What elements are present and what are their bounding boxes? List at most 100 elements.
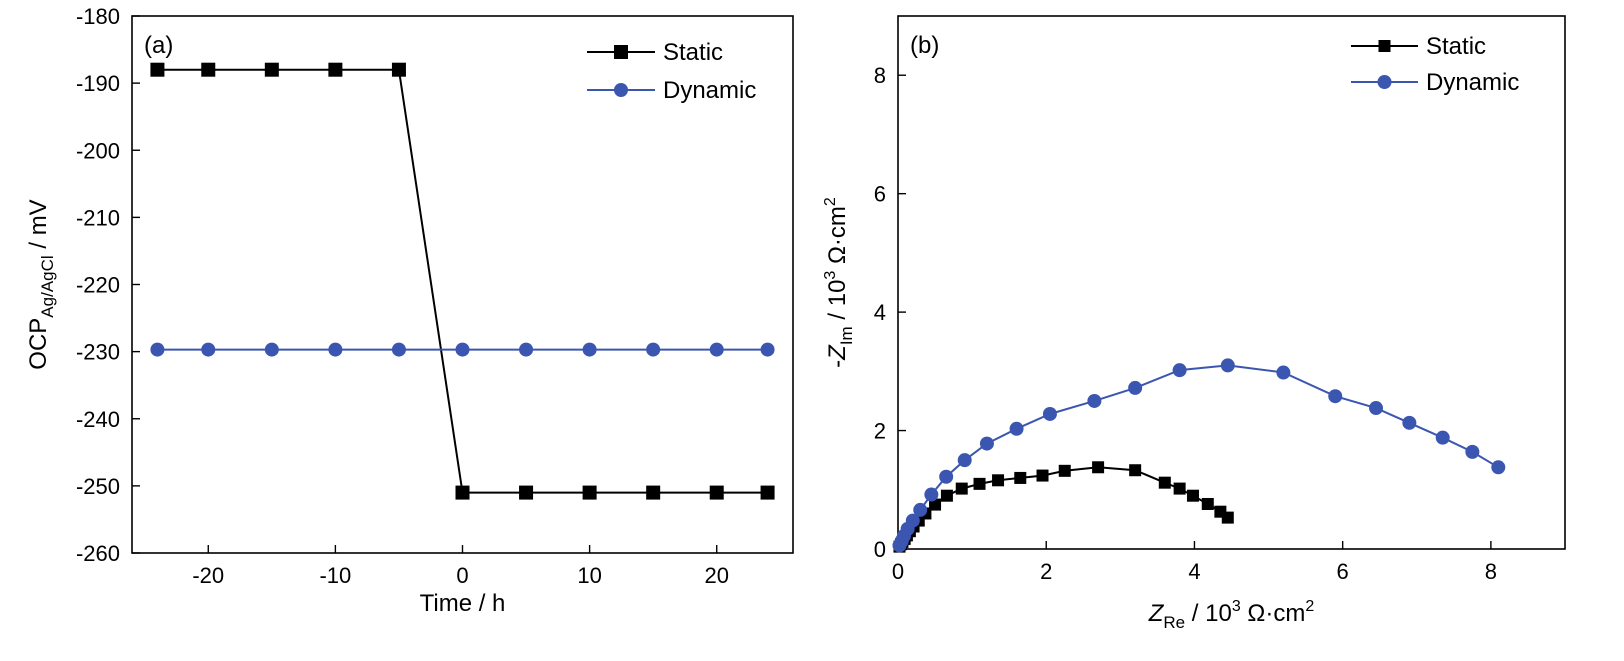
data-point	[646, 485, 661, 500]
data-point	[1491, 460, 1506, 475]
data-point	[1009, 421, 1024, 436]
y-tick-label: 2	[874, 419, 886, 444]
data-point	[929, 498, 942, 511]
data-point	[1092, 461, 1105, 474]
panel-a-ocp-chart: -20 -10 0 10 20 -260 -250 -240 -230 -220 -210 -200 -…	[25, 4, 794, 617]
data-point	[1036, 469, 1049, 482]
data-point	[646, 342, 661, 357]
legend-entry-static: Static	[663, 39, 723, 66]
data-point	[264, 342, 279, 357]
data-point	[150, 342, 165, 357]
y-axis-label: -ZIm / 103 Ω·cm2	[822, 197, 856, 368]
data-point	[1220, 358, 1235, 373]
panel-label: (b)	[910, 32, 939, 59]
series-line-static	[157, 68, 768, 494]
data-point	[760, 485, 775, 500]
legend-marker	[614, 45, 628, 59]
legend-marker	[1378, 40, 1391, 52]
legend-entry-static: Static	[1426, 33, 1486, 60]
data-point	[1058, 464, 1071, 477]
x-tick-label: 10	[577, 563, 601, 588]
data-point	[924, 487, 939, 502]
data-point	[328, 342, 343, 357]
data-point	[455, 485, 470, 500]
y-tick-label: -210	[76, 205, 120, 230]
y-tick-label: -220	[76, 273, 120, 298]
data-point	[391, 342, 406, 357]
series-static	[150, 62, 775, 500]
data-point	[1221, 511, 1234, 524]
data-point	[1186, 489, 1199, 502]
y-tick-label: -260	[76, 541, 120, 566]
data-point	[1369, 401, 1384, 416]
y-tick-label: 6	[874, 182, 886, 207]
data-point	[1128, 380, 1143, 395]
data-point	[264, 62, 279, 77]
legend-marker	[614, 83, 628, 97]
data-point	[201, 342, 216, 357]
x-tick-label: 4	[1188, 559, 1200, 584]
data-point	[913, 502, 928, 517]
data-point	[1201, 497, 1214, 510]
data-point	[1276, 365, 1291, 380]
data-point	[760, 342, 775, 357]
data-point	[150, 62, 165, 77]
y-tick-label: -240	[76, 407, 120, 432]
x-tick-label: 6	[1337, 559, 1349, 584]
data-point	[1172, 363, 1187, 378]
data-point	[1129, 464, 1142, 477]
data-point	[519, 342, 534, 357]
y-tick-label: -200	[76, 138, 120, 163]
x-tick-label: 0	[892, 559, 904, 584]
y-axis-label: OCPAg/AgCl / mV	[25, 199, 57, 369]
data-point	[979, 436, 994, 451]
data-point	[1087, 393, 1102, 408]
data-point	[1158, 476, 1171, 489]
series-line-dynamic	[898, 364, 1499, 546]
x-tick-label: 20	[704, 563, 728, 588]
legend: Static Dynamic	[1351, 33, 1519, 96]
panel-label: (a)	[144, 32, 173, 59]
y-tick-label: -180	[76, 4, 120, 29]
data-point	[455, 342, 470, 357]
series-dynamic	[150, 342, 775, 357]
data-point	[1328, 389, 1343, 404]
x-tick-label: 0	[456, 563, 468, 588]
legend-entry-dynamic: Dynamic	[663, 77, 756, 104]
data-point	[391, 62, 406, 77]
data-point	[973, 477, 986, 490]
data-point	[1173, 482, 1186, 495]
y-tick-label: 8	[874, 63, 886, 88]
data-point	[582, 485, 597, 500]
data-point	[939, 469, 954, 484]
data-point	[1435, 430, 1450, 445]
data-point	[955, 482, 968, 495]
y-tick-label: 4	[874, 300, 886, 325]
data-point	[1042, 406, 1057, 421]
data-point	[1402, 415, 1417, 430]
x-tick-label: 8	[1485, 559, 1497, 584]
data-point	[957, 453, 972, 468]
x-axis-label: ZRe / 103 Ω·cm2	[1148, 598, 1315, 632]
data-point	[905, 513, 920, 528]
data-point	[328, 62, 343, 77]
y-tick-label: -250	[76, 474, 120, 499]
x-tick-label: -20	[192, 563, 224, 588]
plot-frame	[897, 15, 1566, 550]
data-point	[1465, 444, 1480, 459]
data-point	[709, 342, 724, 357]
y-tick-label: -230	[76, 340, 120, 365]
y-tick-label: -190	[76, 71, 120, 96]
legend-marker	[1377, 75, 1392, 89]
panel-b-nyquist-chart: 0 2 4 6 8 0 2 4 6 8 (b) ZRe / 103 Ω·cm2 -ZIm / 103 Ω…	[822, 15, 1566, 632]
data-point	[1014, 471, 1027, 484]
data-point	[519, 485, 534, 500]
data-point	[201, 62, 216, 77]
series-dynamic	[892, 358, 1506, 553]
data-point	[582, 342, 597, 357]
legend-entry-dynamic: Dynamic	[1426, 69, 1519, 96]
x-tick-label: -10	[319, 563, 351, 588]
legend: Static Dynamic	[587, 39, 756, 104]
data-point	[992, 474, 1005, 487]
